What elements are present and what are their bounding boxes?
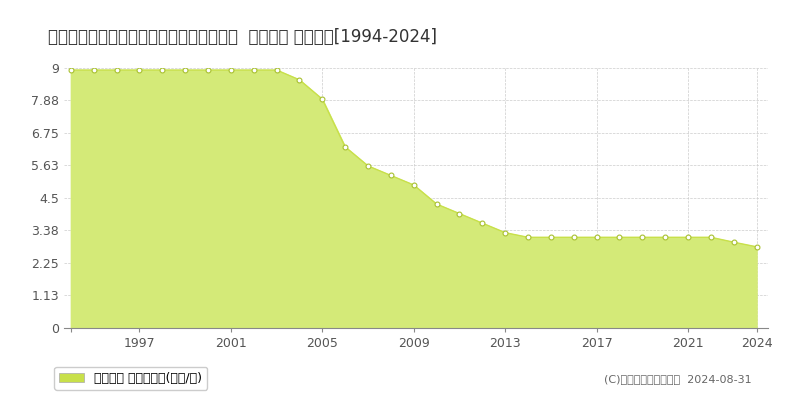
Text: (C)土地価格ドットコム  2024-08-31: (C)土地価格ドットコム 2024-08-31 <box>604 374 752 384</box>
Legend: 地価公示 平均坪単価(万円/坪): 地価公示 平均坪単価(万円/坪) <box>54 367 207 390</box>
Text: 北海道小樽市オタモイ３丁目３６番２６外  地価公示 地価推移[1994-2024]: 北海道小樽市オタモイ３丁目３６番２６外 地価公示 地価推移[1994-2024] <box>48 28 437 46</box>
